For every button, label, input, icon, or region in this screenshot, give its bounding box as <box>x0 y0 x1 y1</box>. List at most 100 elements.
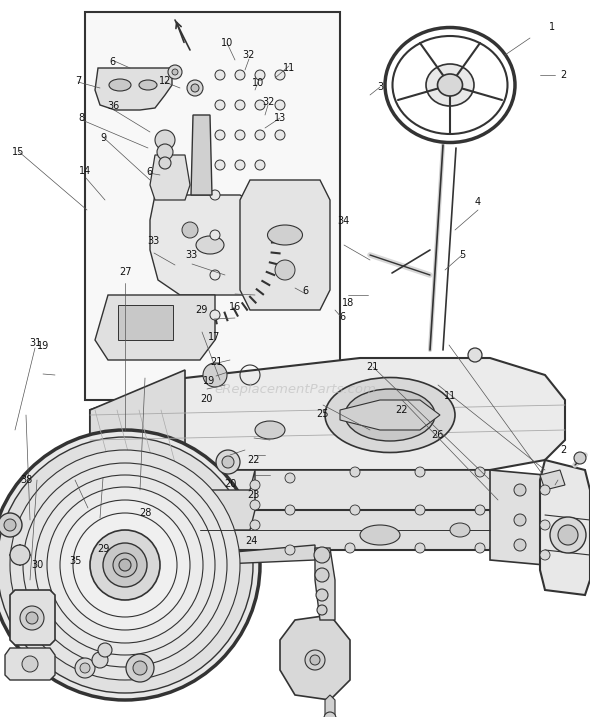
Circle shape <box>415 543 425 553</box>
Circle shape <box>314 547 330 563</box>
Text: 4: 4 <box>475 197 481 207</box>
Text: 34: 34 <box>337 216 349 226</box>
Ellipse shape <box>426 64 474 106</box>
Circle shape <box>316 589 328 601</box>
Ellipse shape <box>325 377 455 452</box>
Text: 10: 10 <box>221 38 233 48</box>
Circle shape <box>168 65 182 79</box>
Circle shape <box>133 661 147 675</box>
Ellipse shape <box>450 523 470 537</box>
Text: 11: 11 <box>444 391 455 401</box>
Text: 2: 2 <box>560 445 566 455</box>
Text: 6: 6 <box>339 312 345 322</box>
Circle shape <box>475 467 485 477</box>
Text: 28: 28 <box>139 508 151 518</box>
Text: 12: 12 <box>159 76 171 86</box>
Circle shape <box>210 190 220 200</box>
Circle shape <box>235 70 245 80</box>
Text: 31: 31 <box>30 338 41 348</box>
Text: 38: 38 <box>20 475 32 485</box>
Circle shape <box>540 485 550 495</box>
Text: 22: 22 <box>247 455 260 465</box>
Circle shape <box>191 84 199 92</box>
Circle shape <box>235 160 245 170</box>
Text: 5: 5 <box>459 250 465 260</box>
Text: 24: 24 <box>246 536 258 546</box>
Ellipse shape <box>255 421 285 439</box>
Text: 29: 29 <box>97 544 109 554</box>
Circle shape <box>415 467 425 477</box>
Circle shape <box>210 270 220 280</box>
Circle shape <box>47 487 203 643</box>
Circle shape <box>514 484 526 496</box>
Text: 35: 35 <box>70 556 81 566</box>
Polygon shape <box>195 470 255 530</box>
Circle shape <box>275 130 285 140</box>
Text: 32: 32 <box>263 97 274 107</box>
Circle shape <box>275 100 285 110</box>
Circle shape <box>155 130 175 150</box>
Circle shape <box>550 517 586 553</box>
Circle shape <box>187 80 203 96</box>
Polygon shape <box>315 548 335 620</box>
Circle shape <box>20 606 44 630</box>
Polygon shape <box>150 155 190 200</box>
Polygon shape <box>90 370 185 480</box>
Circle shape <box>215 130 225 140</box>
Ellipse shape <box>360 525 400 545</box>
Text: 21: 21 <box>367 362 379 372</box>
Text: 19: 19 <box>203 376 215 386</box>
Circle shape <box>235 100 245 110</box>
Text: 26: 26 <box>432 430 444 440</box>
Ellipse shape <box>438 74 463 96</box>
Circle shape <box>345 543 355 553</box>
Text: 25: 25 <box>316 409 329 419</box>
Circle shape <box>92 652 108 668</box>
Circle shape <box>350 467 360 477</box>
Circle shape <box>210 310 220 320</box>
Polygon shape <box>540 470 565 490</box>
Circle shape <box>35 475 215 655</box>
Circle shape <box>255 130 265 140</box>
Circle shape <box>574 452 586 464</box>
Circle shape <box>182 222 198 238</box>
Text: 6: 6 <box>303 286 309 296</box>
Text: 13: 13 <box>274 113 286 123</box>
Polygon shape <box>155 470 540 510</box>
Text: 33: 33 <box>148 236 159 246</box>
Text: 3: 3 <box>378 82 384 92</box>
Text: 6: 6 <box>146 167 152 177</box>
Circle shape <box>475 543 485 553</box>
Circle shape <box>215 100 225 110</box>
Circle shape <box>215 70 225 80</box>
Circle shape <box>0 513 22 537</box>
Ellipse shape <box>196 236 224 254</box>
Circle shape <box>275 70 285 80</box>
Bar <box>118 305 173 340</box>
Polygon shape <box>10 590 55 645</box>
Circle shape <box>514 539 526 551</box>
Text: 1: 1 <box>549 22 555 32</box>
Circle shape <box>235 130 245 140</box>
Circle shape <box>26 612 38 624</box>
Text: 11: 11 <box>283 63 295 73</box>
Circle shape <box>75 658 95 678</box>
Polygon shape <box>95 295 215 360</box>
Text: 32: 32 <box>242 50 254 60</box>
Circle shape <box>80 663 90 673</box>
Circle shape <box>210 230 220 240</box>
Circle shape <box>90 530 160 600</box>
Text: eReplacementParts.com: eReplacementParts.com <box>214 384 376 397</box>
Text: 7: 7 <box>75 76 81 86</box>
Polygon shape <box>150 195 275 295</box>
Circle shape <box>250 520 260 530</box>
Circle shape <box>285 545 295 555</box>
Circle shape <box>222 456 234 468</box>
Circle shape <box>216 450 240 474</box>
Ellipse shape <box>392 36 507 134</box>
Circle shape <box>514 514 526 526</box>
Circle shape <box>255 70 265 80</box>
Polygon shape <box>540 460 590 595</box>
Circle shape <box>0 430 260 700</box>
Polygon shape <box>490 470 560 565</box>
